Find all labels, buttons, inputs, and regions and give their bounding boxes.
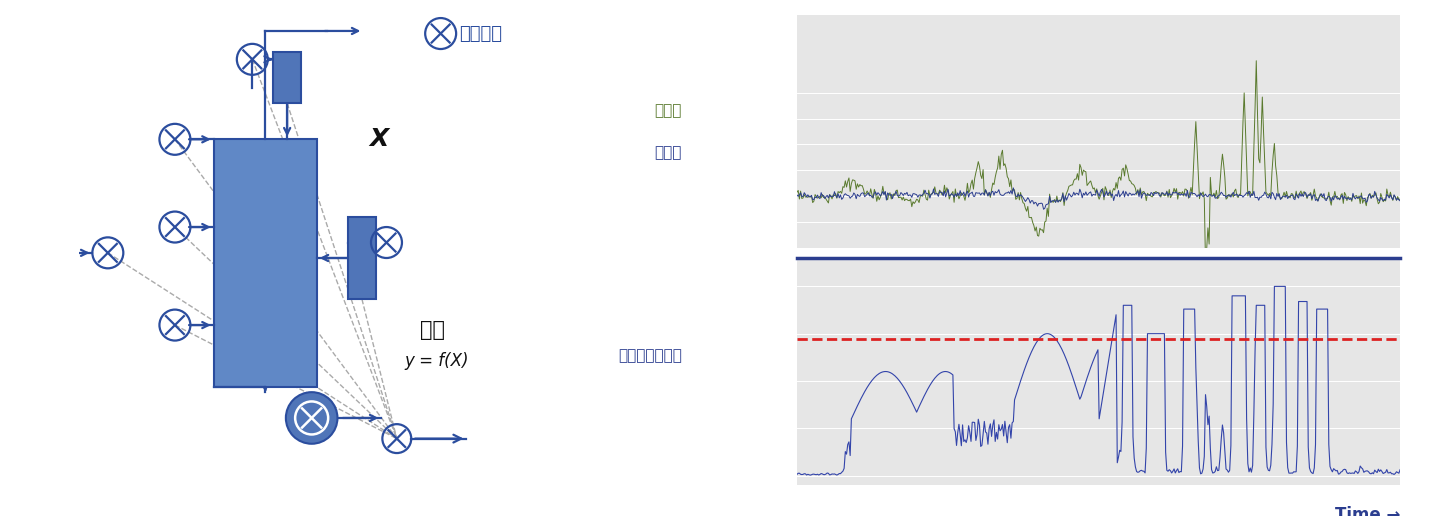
- Text: 予測値: 予測値: [655, 144, 682, 160]
- Text: y = f(X): y = f(X): [405, 352, 470, 370]
- Text: X: X: [369, 127, 388, 151]
- Text: 実測値: 実測値: [655, 103, 682, 119]
- FancyBboxPatch shape: [348, 217, 376, 299]
- Text: センサー: センサー: [458, 25, 501, 42]
- Text: 異常度（誤差）: 異常度（誤差）: [619, 348, 682, 364]
- FancyBboxPatch shape: [214, 139, 317, 387]
- Circle shape: [286, 392, 337, 444]
- Text: 予測: 予測: [419, 320, 445, 340]
- Text: Time →: Time →: [1334, 506, 1400, 516]
- FancyBboxPatch shape: [273, 52, 302, 103]
